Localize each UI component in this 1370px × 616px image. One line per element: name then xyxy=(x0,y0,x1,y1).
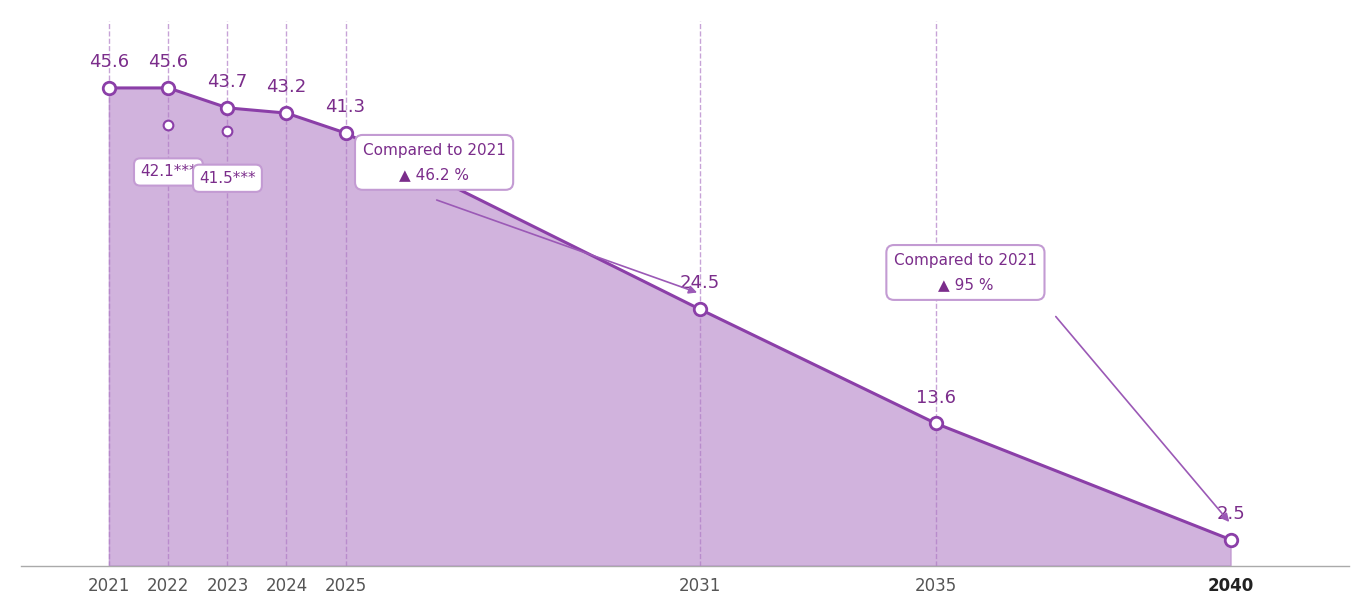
Text: 41.3: 41.3 xyxy=(326,98,366,116)
Polygon shape xyxy=(110,88,1232,566)
Text: 45.6: 45.6 xyxy=(89,53,129,71)
Text: 41.5***: 41.5*** xyxy=(199,171,256,186)
Text: Compared to 2021
▲ 46.2 %: Compared to 2021 ▲ 46.2 % xyxy=(363,142,506,182)
Text: 42.1***: 42.1*** xyxy=(140,164,197,179)
Polygon shape xyxy=(110,88,1232,566)
Text: 43.2: 43.2 xyxy=(266,78,307,96)
Text: 24.5: 24.5 xyxy=(680,274,719,293)
Text: 45.6: 45.6 xyxy=(148,53,189,71)
Text: 43.7: 43.7 xyxy=(207,73,248,91)
Text: 13.6: 13.6 xyxy=(917,389,956,407)
Text: Compared to 2021
▲ 95 %: Compared to 2021 ▲ 95 % xyxy=(895,253,1037,292)
Text: 2.5: 2.5 xyxy=(1217,505,1245,523)
